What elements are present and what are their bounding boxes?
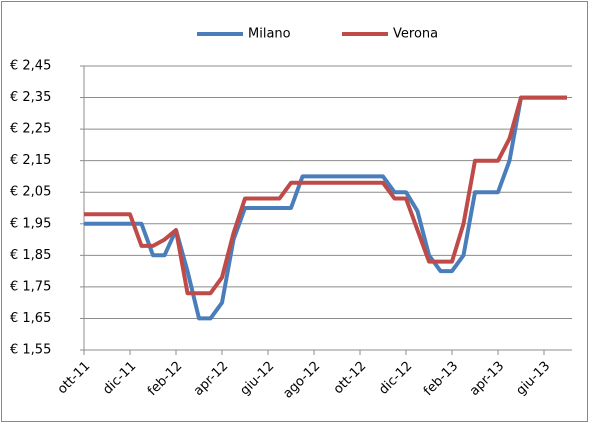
- y-tick-label: € 2,15: [10, 153, 51, 168]
- y-tick-label: € 1,65: [10, 311, 51, 326]
- y-tick-label: € 2,05: [10, 185, 51, 200]
- legend-label: Verona: [393, 27, 438, 42]
- line-series: [84, 95, 567, 296]
- y-tick-label: € 2,25: [10, 122, 51, 137]
- y-tick-label: € 1,85: [10, 248, 51, 263]
- y-tick-label: € 1,95: [10, 216, 51, 231]
- chart-border: [1, 1, 588, 422]
- y-tick-label: € 2,45: [10, 59, 51, 74]
- y-tick-label: € 2,35: [10, 90, 51, 105]
- line-series: [84, 95, 567, 321]
- legend-label: Milano: [248, 27, 291, 42]
- y-tick-label: € 1,55: [10, 343, 51, 358]
- y-tick-label: € 1,75: [10, 279, 51, 294]
